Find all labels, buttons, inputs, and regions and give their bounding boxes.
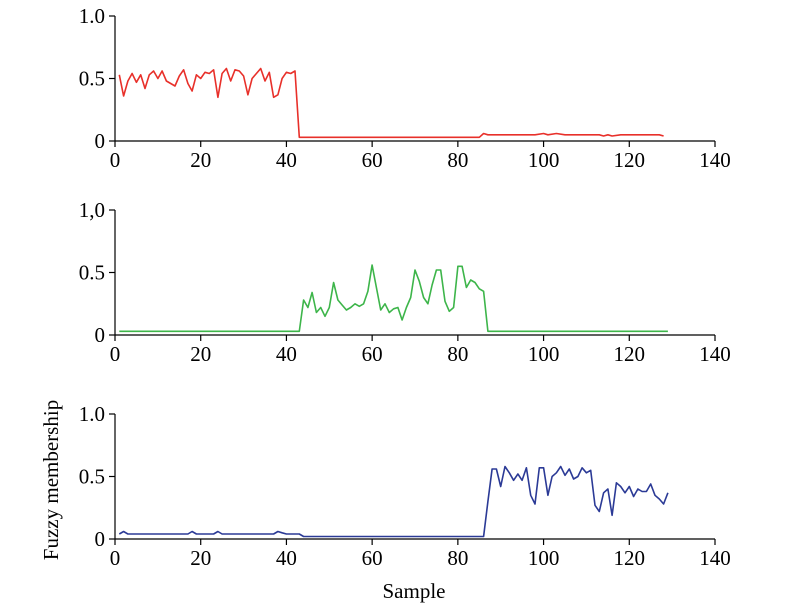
x-tick-label: 120 (614, 342, 646, 366)
series-line-3 (118, 465, 669, 538)
x-tick-label: 140 (699, 546, 731, 570)
panel-3: 0 20 40 60 80 100 120 140 0 0.5 1.0 (79, 402, 731, 570)
panel-1: 0 20 40 60 80 100 120 140 0 0.5 1.0 (79, 4, 731, 172)
x-tick-label: 0 (110, 546, 121, 570)
y-tick-label: 0.5 (79, 261, 105, 285)
x-tick-label: 140 (699, 342, 731, 366)
y-tick-label: 1.0 (79, 4, 105, 28)
x-tick-label: 100 (528, 546, 560, 570)
x-tick-label: 80 (447, 342, 468, 366)
x-axis-title: Sample (383, 579, 446, 603)
x-tick-label: 80 (447, 148, 468, 172)
series-line-2 (119, 264, 668, 333)
x-tick-label: 140 (699, 148, 731, 172)
x-tick-label: 60 (362, 546, 383, 570)
x-tick-label: 40 (276, 546, 297, 570)
x-tick-label: 120 (614, 148, 646, 172)
x-tick-label: 20 (190, 342, 211, 366)
panel-2: 0 20 40 60 80 100 120 140 0 0.5 1,0 (79, 198, 731, 366)
y-tick-label: 0 (95, 323, 106, 347)
x-tick-label: 100 (528, 342, 560, 366)
x-tick-label: 40 (276, 148, 297, 172)
y-tick-label: 1.0 (79, 402, 105, 426)
y-tick-label: 1,0 (79, 198, 105, 222)
y-tick-label: 0 (95, 129, 106, 153)
y-tick-label: 0 (95, 527, 106, 551)
x-tick-label: 40 (276, 342, 297, 366)
x-tick-label: 120 (614, 546, 646, 570)
x-tick-label: 60 (362, 342, 383, 366)
y-tick-label: 0.5 (79, 67, 105, 91)
x-tick-label: 20 (190, 546, 211, 570)
x-tick-label: 80 (447, 546, 468, 570)
x-tick-label: 0 (110, 148, 121, 172)
x-tick-label: 20 (190, 148, 211, 172)
x-tick-label: 60 (362, 148, 383, 172)
y-axis-title: Fuzzy membership (39, 400, 63, 560)
x-tick-label: 0 (110, 342, 121, 366)
series-line-1 (118, 67, 664, 139)
x-tick-label: 100 (528, 148, 560, 172)
y-tick-label: 0.5 (79, 465, 105, 489)
